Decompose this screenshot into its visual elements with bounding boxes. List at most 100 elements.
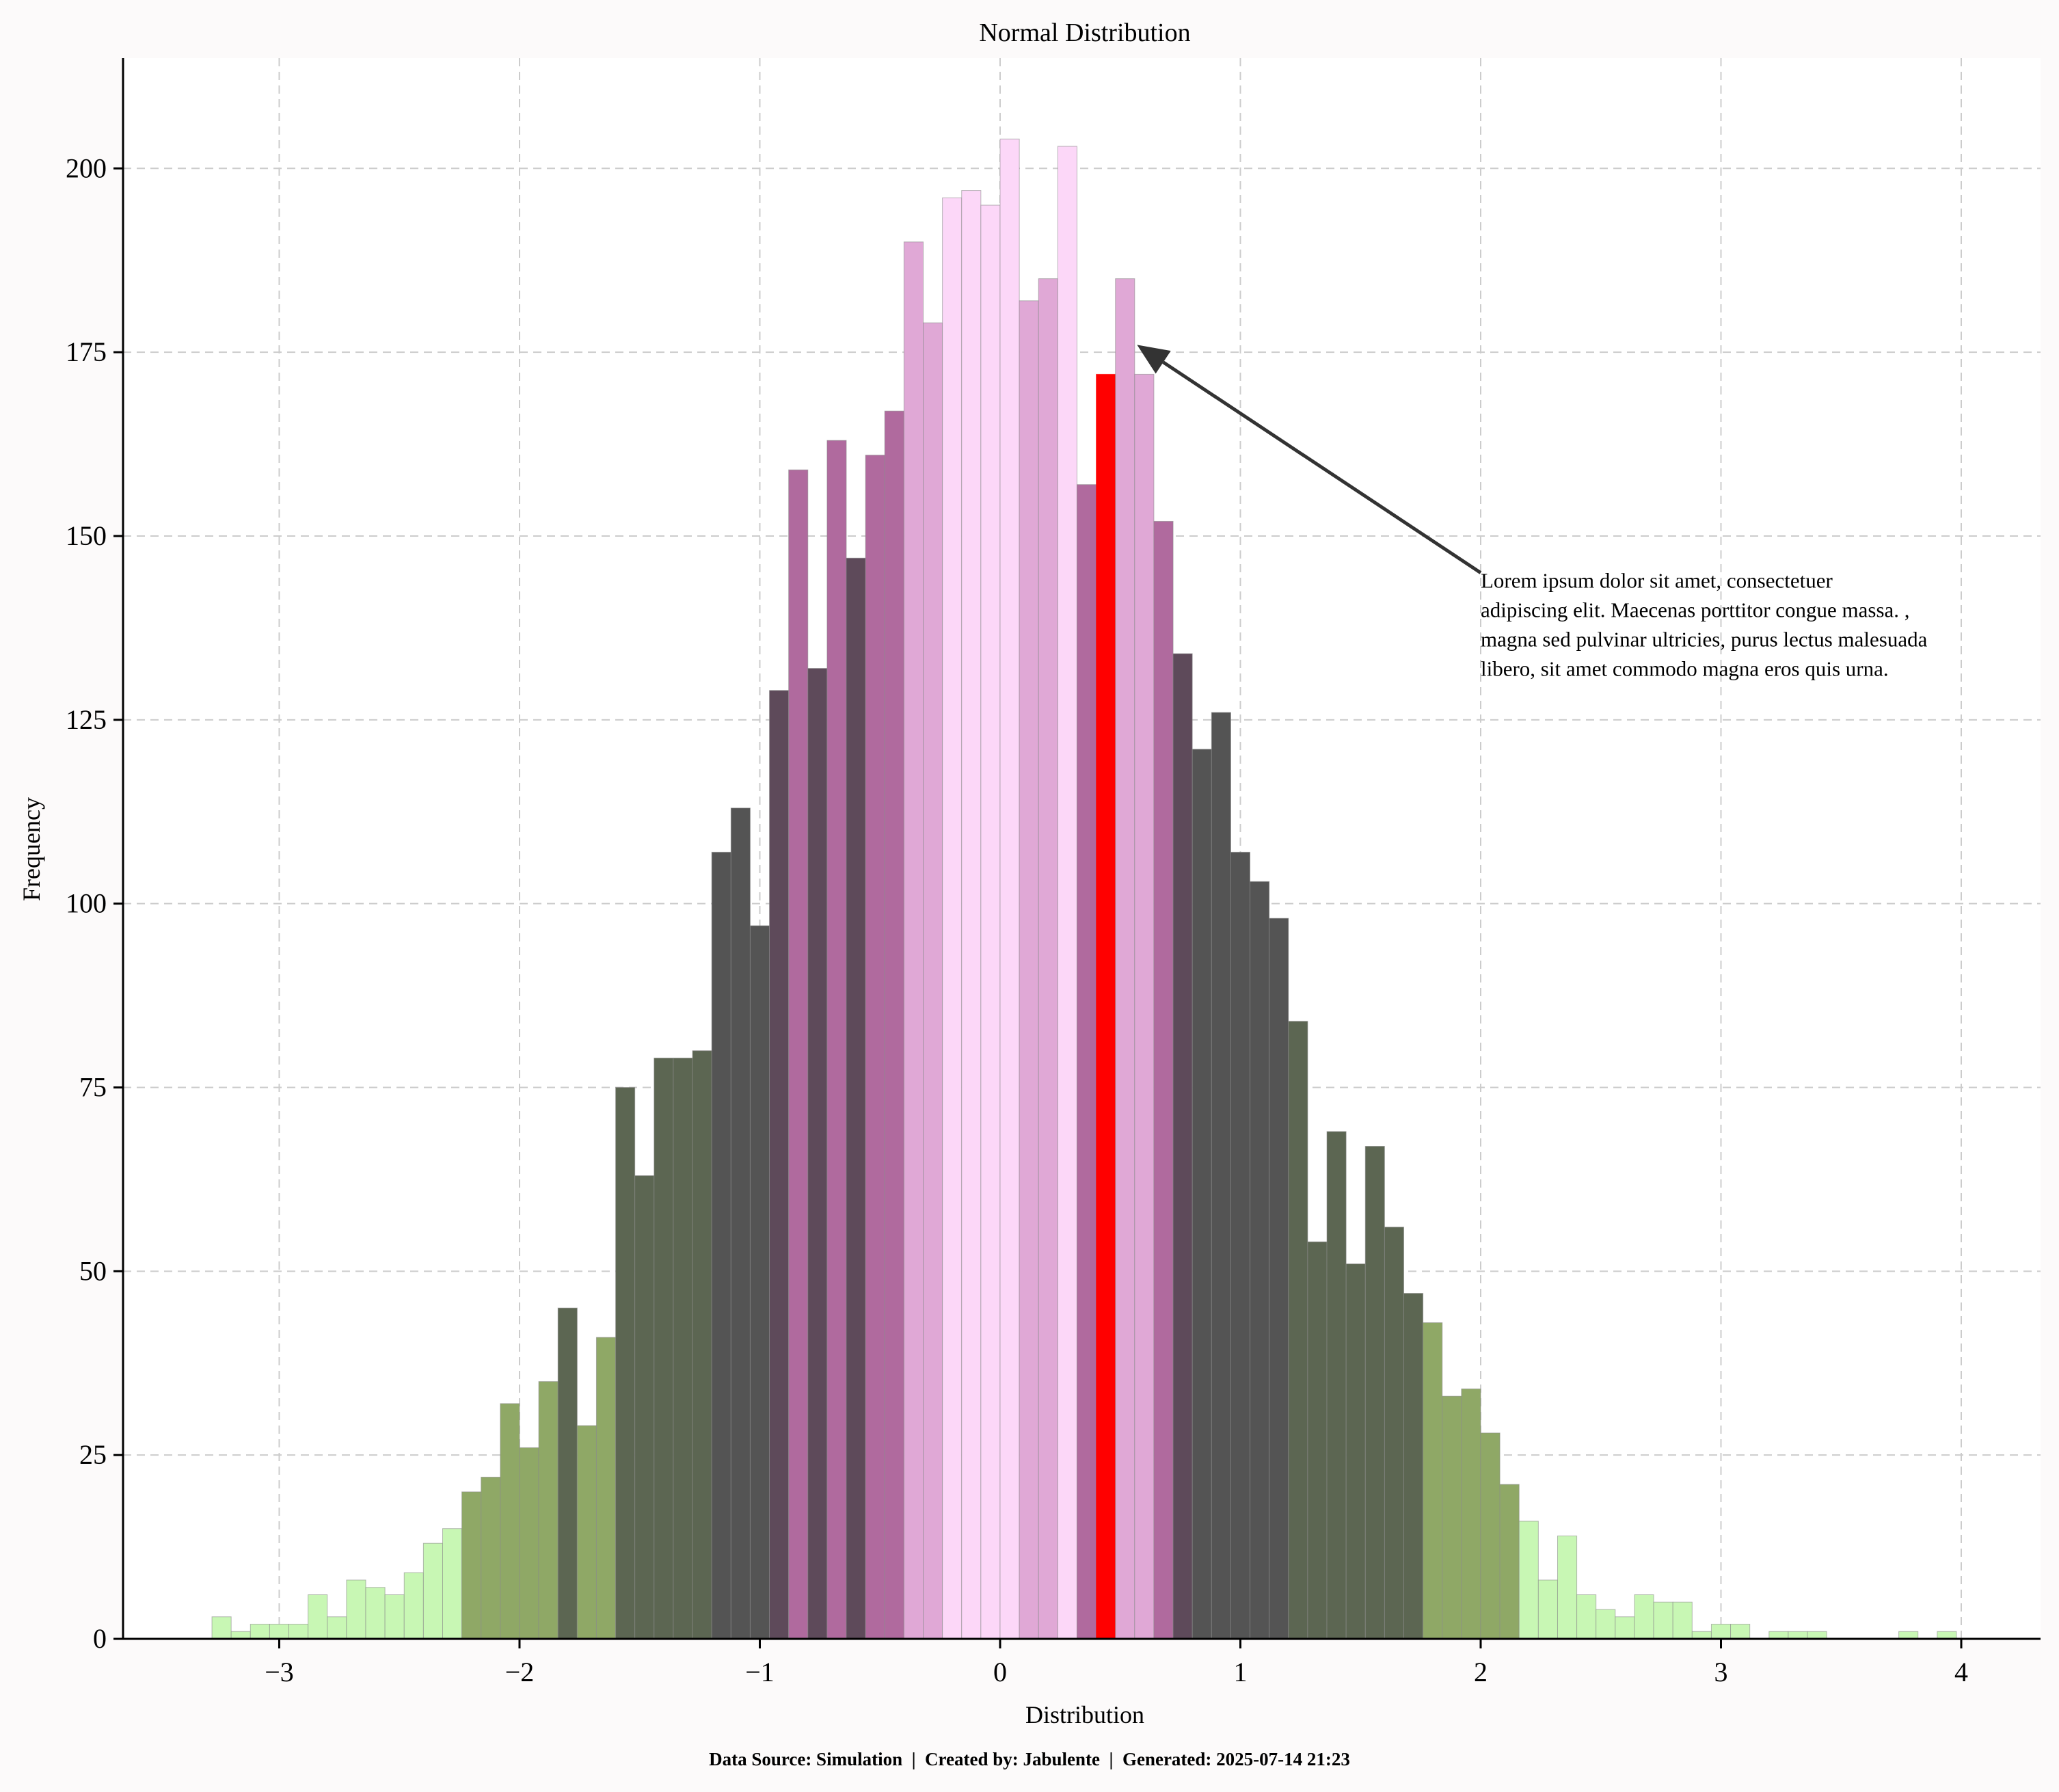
histogram-bar — [288, 1623, 309, 1640]
histogram-bar — [1937, 1631, 1957, 1640]
histogram-bar — [711, 851, 731, 1640]
histogram-bar — [1134, 373, 1155, 1640]
x-tick-label: −1 — [745, 1657, 775, 1687]
highlighted-bar — [1096, 373, 1116, 1640]
histogram-bar — [269, 1623, 290, 1640]
histogram-bar — [980, 204, 1001, 1640]
histogram-bar — [538, 1381, 559, 1640]
histogram-bar — [1384, 1227, 1405, 1640]
histogram-bar — [942, 197, 963, 1640]
histogram-bar — [327, 1616, 347, 1640]
annotation-line-3: magna sed pulvinar ultricies, purus lect… — [1481, 628, 1928, 652]
histogram-bar — [461, 1491, 482, 1640]
histogram-bar — [595, 1337, 617, 1640]
histogram-bar — [442, 1528, 463, 1640]
histogram-bar — [1615, 1616, 1635, 1640]
histogram-bar — [1076, 484, 1097, 1640]
histogram-bar — [1442, 1395, 1462, 1640]
histogram-bar — [346, 1579, 366, 1640]
histogram-bar — [1898, 1631, 1919, 1640]
histogram-bar — [1480, 1432, 1500, 1640]
histogram-bar — [1019, 300, 1039, 1640]
histogram-bar — [1691, 1631, 1712, 1640]
histogram-bar — [1307, 1241, 1328, 1640]
histogram-bar — [1710, 1623, 1732, 1640]
histogram-bar — [826, 440, 847, 1640]
x-tick-label: 0 — [993, 1657, 1007, 1687]
histogram-bar — [673, 1057, 693, 1640]
y-axis-label: Frequency — [18, 797, 45, 901]
histogram-bar — [1788, 1631, 1808, 1640]
y-tick-label: 150 — [66, 520, 107, 551]
y-tick-label: 50 — [79, 1255, 107, 1286]
histogram-bar — [884, 410, 904, 1640]
histogram-bar — [403, 1572, 424, 1640]
histogram-bar — [1326, 1131, 1347, 1640]
chart-title: Normal Distribution — [979, 18, 1190, 47]
histogram-bar — [384, 1594, 405, 1640]
annotation-line-1: Lorem ipsum dolor sit amet, consectetuer — [1481, 569, 1833, 593]
tick-labels: −3 −2 −1 0 1 2 3 4 0 25 50 75 100 125 150 175 200 — [66, 152, 1968, 1687]
histogram-bar — [1345, 1263, 1366, 1640]
histogram-bar — [807, 668, 828, 1640]
histogram-bar — [961, 190, 982, 1640]
x-axis-label: Distribution — [1025, 1701, 1144, 1728]
histogram-bar — [519, 1447, 539, 1640]
histogram-bar — [1230, 851, 1251, 1640]
annotation-arrow-line — [1162, 360, 1482, 574]
histogram-bar — [481, 1476, 501, 1640]
histogram-bar — [1057, 146, 1077, 1640]
histogram-bar — [1634, 1594, 1654, 1640]
histogram-bar — [1653, 1601, 1673, 1640]
histogram-bar — [1211, 712, 1231, 1640]
histogram-bar — [1730, 1623, 1751, 1640]
x-tick-label: 3 — [1714, 1657, 1728, 1687]
histogram-bar — [1576, 1594, 1597, 1640]
histogram-bar — [999, 138, 1020, 1640]
histogram-bar — [1192, 749, 1212, 1640]
y-tick-label: 175 — [66, 336, 107, 367]
histogram-bar — [1461, 1388, 1481, 1640]
y-tick-label: 75 — [79, 1071, 107, 1102]
histogram-bar — [1269, 918, 1289, 1640]
histogram-bar — [1807, 1631, 1827, 1640]
annotation-text: Lorem ipsum dolor sit amet, consectetuer… — [1481, 569, 1933, 681]
histogram-bar — [1403, 1293, 1424, 1640]
histogram-bar — [557, 1307, 578, 1640]
histogram-bar — [308, 1594, 328, 1640]
y-tick-label: 0 — [93, 1623, 107, 1654]
histogram-bar — [1499, 1484, 1520, 1640]
histogram-bar — [846, 557, 866, 1640]
x-tick-label: 2 — [1474, 1657, 1488, 1687]
y-tick-label: 100 — [66, 888, 107, 919]
histogram-bar — [634, 1175, 655, 1640]
x-tick-label: 1 — [1233, 1657, 1247, 1687]
annotation-line-4: libero, sit amet commodo magna eros quis… — [1481, 657, 1889, 681]
annotation-arrowhead — [1137, 345, 1171, 374]
histogram-bar — [1557, 1535, 1578, 1640]
x-tick-label: −2 — [505, 1657, 535, 1687]
histogram-bar — [365, 1587, 386, 1640]
histogram-bar — [1537, 1579, 1558, 1640]
histogram-bar — [1288, 1021, 1308, 1640]
histogram-bar — [654, 1057, 674, 1640]
histogram-bar — [1768, 1631, 1789, 1640]
histogram-bar — [788, 469, 809, 1640]
histogram-bar — [1250, 881, 1270, 1640]
annotation: Lorem ipsum dolor sit amet, consectetuer… — [1137, 345, 1933, 681]
histogram-bar — [422, 1542, 443, 1640]
histogram-bar — [749, 925, 770, 1640]
histogram-bar — [615, 1086, 636, 1640]
histogram-bar — [903, 241, 924, 1640]
histogram-bar — [1672, 1601, 1693, 1640]
footer-credits: Data Source: Simulation | Created by: Ja… — [709, 1749, 1350, 1769]
histogram-bar — [211, 1616, 232, 1640]
histogram-bar — [730, 807, 751, 1640]
x-tick-label: −3 — [265, 1657, 294, 1687]
histogram-bar — [230, 1631, 251, 1640]
histogram-bar — [1364, 1146, 1385, 1640]
x-tick-label: 4 — [1954, 1657, 1968, 1687]
histogram-bar — [576, 1425, 597, 1640]
histogram-bar — [1115, 278, 1135, 1640]
